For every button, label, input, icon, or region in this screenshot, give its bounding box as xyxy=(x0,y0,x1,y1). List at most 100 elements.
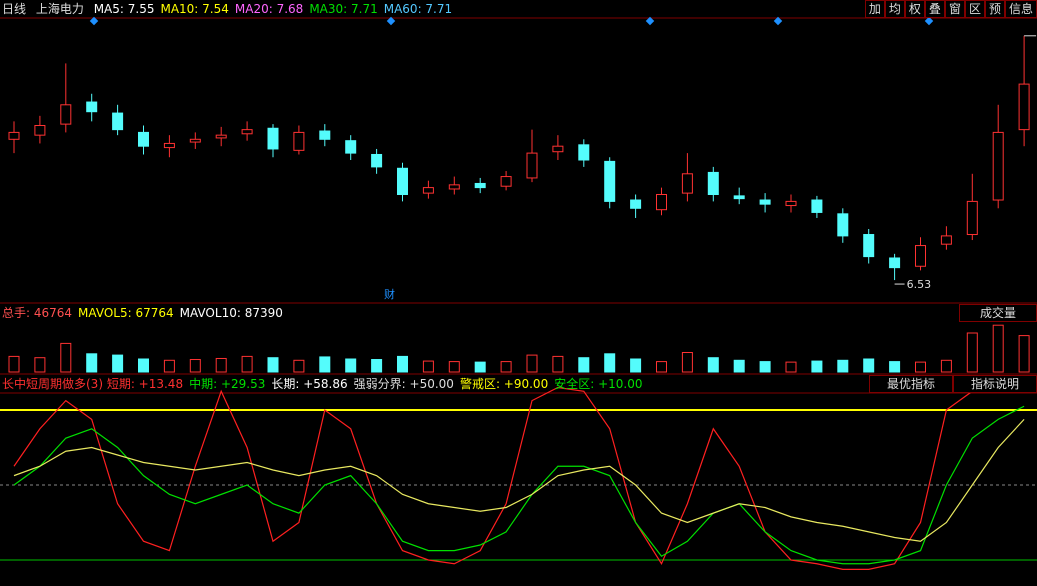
indicator-label: 长中短周期做多(3) 短期: +13.48 xyxy=(2,377,184,391)
volume-header: 总手: 46764 MAVOL5: 67764 MAVOL10: 87390 xyxy=(2,305,289,321)
ma-label: MA30: 7.71 xyxy=(309,2,378,16)
toolbar-button[interactable]: 权 xyxy=(904,0,925,18)
volume-bar xyxy=(837,359,849,373)
volume-bar xyxy=(500,361,512,373)
toolbar-button[interactable]: 区 xyxy=(964,0,985,18)
candle-body xyxy=(889,257,901,269)
indicator-label: 警戒区: +90.00 xyxy=(459,377,549,391)
ma-label: MA5: 7.55 xyxy=(93,2,155,16)
volume-bar xyxy=(915,361,926,373)
volume-bar xyxy=(940,359,952,373)
low-annotation: 6.53 xyxy=(907,278,932,291)
candle-body xyxy=(630,199,642,209)
volume-bar xyxy=(733,359,745,373)
indicator-header: 长中短周期做多(3) 短期: +13.48 中期: +29.53 长期: +58.8… xyxy=(2,376,649,392)
volume-bar xyxy=(811,360,823,373)
candle-body xyxy=(681,173,693,194)
volume-bar xyxy=(656,361,667,373)
volume-bar xyxy=(60,342,72,373)
volume-bar xyxy=(785,361,797,373)
candle-body xyxy=(940,235,952,245)
candle-body xyxy=(863,234,875,258)
candle-body xyxy=(319,130,331,140)
indicator-line xyxy=(13,405,1025,565)
candle-body xyxy=(759,199,771,205)
candle-body xyxy=(138,131,149,147)
volume-bar xyxy=(138,358,149,373)
ma-label: MA10: 7.54 xyxy=(160,2,229,16)
candle-body xyxy=(837,213,849,237)
volume-bar xyxy=(966,332,978,373)
candle-body xyxy=(60,104,72,125)
indicator-label: 中期: +29.53 xyxy=(189,377,266,391)
candle-body xyxy=(474,182,486,189)
indicator-button[interactable]: 指标说明 xyxy=(953,375,1037,393)
candle-body xyxy=(811,199,823,213)
volume-bar xyxy=(8,355,20,373)
candle-body xyxy=(189,138,201,143)
candle-body xyxy=(34,125,46,136)
volume-bar xyxy=(578,357,590,373)
toolbar-button[interactable]: 预 xyxy=(984,0,1005,18)
toolbar-button[interactable]: 窗 xyxy=(944,0,965,18)
volume-bar xyxy=(759,361,771,373)
candle-body xyxy=(448,184,460,190)
volume-label: 总手: 46764 xyxy=(2,306,73,320)
candle-body xyxy=(397,167,408,195)
volume-bar xyxy=(707,357,719,373)
volume-bar xyxy=(889,361,901,373)
toolbar-button[interactable]: 信息 xyxy=(1004,0,1037,18)
indicator-label: 长期: +58.86 xyxy=(271,377,348,391)
volume-buttons: 成交量 xyxy=(959,304,1037,322)
candle-body xyxy=(733,195,745,200)
indicator-button[interactable]: 最优指标 xyxy=(869,375,953,393)
volume-bar xyxy=(526,354,538,373)
stock-name: 上海电力 xyxy=(35,2,84,16)
ma-label: MA20: 7.68 xyxy=(234,2,304,16)
candle-body xyxy=(241,129,253,135)
indicator-label: 安全区: +10.00 xyxy=(554,377,643,391)
toolbar-button[interactable]: 叠 xyxy=(924,0,945,18)
candle-body xyxy=(707,171,719,195)
volume-bar xyxy=(422,360,434,373)
volume-bar xyxy=(863,358,875,373)
candle-body xyxy=(1018,83,1030,131)
indicator-label: 强弱分界: +50.00 xyxy=(353,377,454,391)
toolbar-button[interactable]: 加 xyxy=(864,0,885,18)
candle-body xyxy=(371,153,383,168)
volume-bar xyxy=(397,355,408,373)
candle-body xyxy=(267,127,279,150)
candle-body xyxy=(422,187,434,194)
volume-bar xyxy=(163,359,175,373)
candle-body xyxy=(8,131,20,140)
candle-body xyxy=(526,152,538,179)
volume-bar xyxy=(319,356,331,373)
candle-body xyxy=(578,144,590,161)
toolbar: 加均权叠窗区预信息 xyxy=(864,0,1037,18)
candle-body xyxy=(656,194,667,211)
volume-bar xyxy=(34,357,46,373)
finance-note: 财 xyxy=(384,287,395,301)
volume-bar xyxy=(241,355,253,373)
volume-bar xyxy=(189,359,201,373)
indicator-line xyxy=(13,418,1025,542)
candle-body xyxy=(552,145,564,153)
indicator-buttons: 最优指标 指标说明 xyxy=(869,375,1037,393)
candle-body xyxy=(345,140,357,154)
toolbar-button[interactable]: 均 xyxy=(884,0,905,18)
volume-bar xyxy=(552,355,564,373)
candle-body xyxy=(293,131,305,151)
candle-body xyxy=(215,134,227,139)
volume-label: MAVOL5: 67764 xyxy=(78,306,174,320)
volume-bar xyxy=(293,359,305,373)
volume-bar xyxy=(604,353,616,373)
volume-bar xyxy=(215,357,227,373)
header-row: 日线 上海电力 MA5: 7.55 MA10: 7.54 MA20: 7.68 MA3… xyxy=(2,1,464,17)
volume-button[interactable]: 成交量 xyxy=(959,304,1037,322)
candle-body xyxy=(112,112,124,131)
volume-label: MAVOL10: 87390 xyxy=(179,306,283,320)
candle-body xyxy=(500,176,512,187)
candle-body xyxy=(966,200,978,236)
